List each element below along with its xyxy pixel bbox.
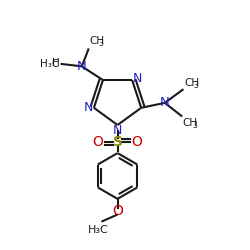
Text: O: O xyxy=(112,204,123,218)
Text: O: O xyxy=(132,135,142,149)
Text: 3: 3 xyxy=(194,81,198,90)
Text: S: S xyxy=(112,135,122,149)
Text: CH: CH xyxy=(183,118,198,128)
Text: 3: 3 xyxy=(192,121,197,130)
Text: H₃C: H₃C xyxy=(40,59,60,69)
Text: CH: CH xyxy=(89,36,104,46)
Text: N: N xyxy=(84,101,93,114)
Text: N: N xyxy=(113,124,122,137)
Text: N: N xyxy=(160,96,170,109)
Text: N: N xyxy=(77,60,87,73)
Text: O: O xyxy=(93,135,104,149)
Text: H: H xyxy=(52,58,60,68)
Text: CH: CH xyxy=(184,78,199,88)
Text: H₃C: H₃C xyxy=(88,225,108,235)
Text: 3: 3 xyxy=(99,40,103,48)
Text: N: N xyxy=(133,72,142,85)
